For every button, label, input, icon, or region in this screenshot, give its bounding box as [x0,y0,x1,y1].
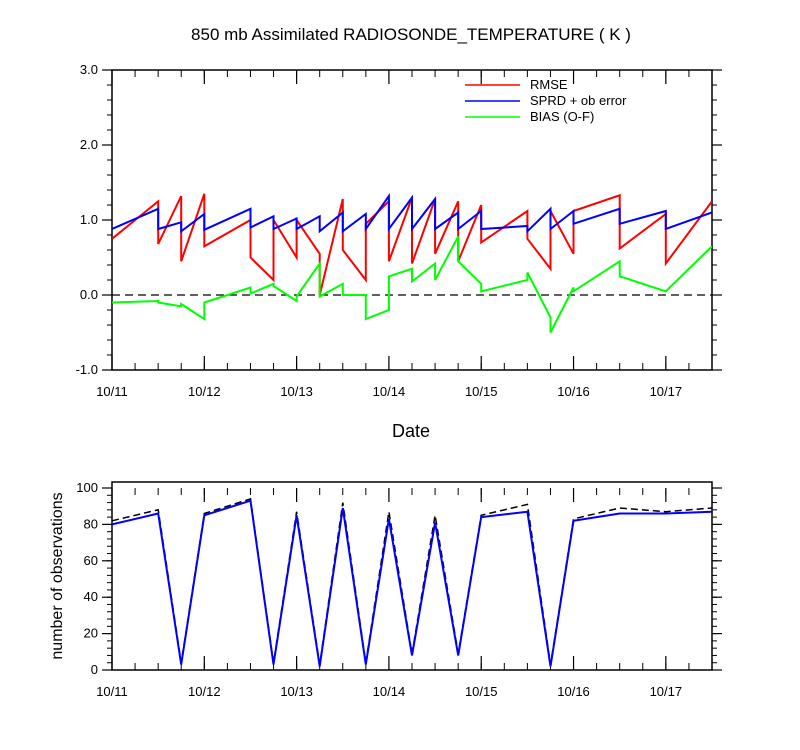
y-tick-label: 0 [91,662,98,677]
top-axis-ticks [102,69,722,371]
y-tick-label: 60 [84,553,98,568]
chart-title: 850 mb Assimilated RADIOSONDE_TEMPERATUR… [191,25,631,44]
x-tick-label: 10/16 [557,384,590,399]
x-tick-label: 10/15 [465,384,498,399]
x-tick-label: 10/17 [650,384,683,399]
x-tick-label: 10/11 [96,684,128,699]
bottom-axis-ticks [102,487,722,671]
bottom-plot-frame [111,481,713,671]
y-tick-label: 1.0 [80,212,98,227]
series-line-rmse [112,193,712,296]
y-axis-label-observations: number of observations [49,492,66,659]
bottom-chart: 10/11 10/12 10/13 10/14 10/15 10/16 10/17 0 20 40… [49,480,722,699]
series-line-assimilated-observations [111,499,713,667]
legend: RMSE SPRD + ob error BIAS (O-F) [465,77,627,124]
x-tick-label: 10/14 [373,684,406,699]
bottom-tick-labels: 10/11 10/12 10/13 10/14 10/15 10/16 10/17 0 20 40… [76,480,682,699]
y-tick-label: 20 [84,626,98,641]
legend-label-bias: BIAS (O-F) [530,109,594,124]
y-tick-label: -1.0 [76,362,98,377]
bottom-series-group [111,497,713,667]
x-axis-label: Date [392,421,430,441]
x-tick-label: 10/16 [557,684,590,699]
x-tick-label: 10/12 [188,684,221,699]
y-tick-label: 80 [84,516,98,531]
x-tick-label: 10/13 [280,384,313,399]
y-tick-label: 0.0 [80,287,98,302]
y-tick-label: 2.0 [80,137,98,152]
x-tick-label: 10/14 [373,384,406,399]
series-line-sprd-ob-error [112,192,712,234]
top-tick-labels: 10/11 10/12 10/13 10/14 10/15 10/16 10/17 -1.0 0… [76,62,683,399]
x-tick-label: 10/17 [650,684,683,699]
top-series-group [112,192,712,333]
series-line-bias-o-f [112,236,712,333]
y-tick-label: 100 [76,480,98,495]
legend-label-sprd: SPRD + ob error [530,93,627,108]
x-tick-label: 10/11 [96,384,128,399]
x-tick-label: 10/12 [188,384,221,399]
top-chart: 850 mb Assimilated RADIOSONDE_TEMPERATUR… [76,25,722,441]
x-tick-label: 10/15 [465,684,498,699]
legend-label-rmse: RMSE [530,77,568,92]
y-tick-label: 3.0 [80,62,98,77]
y-tick-label: 40 [84,589,98,604]
x-tick-label: 10/13 [280,684,313,699]
